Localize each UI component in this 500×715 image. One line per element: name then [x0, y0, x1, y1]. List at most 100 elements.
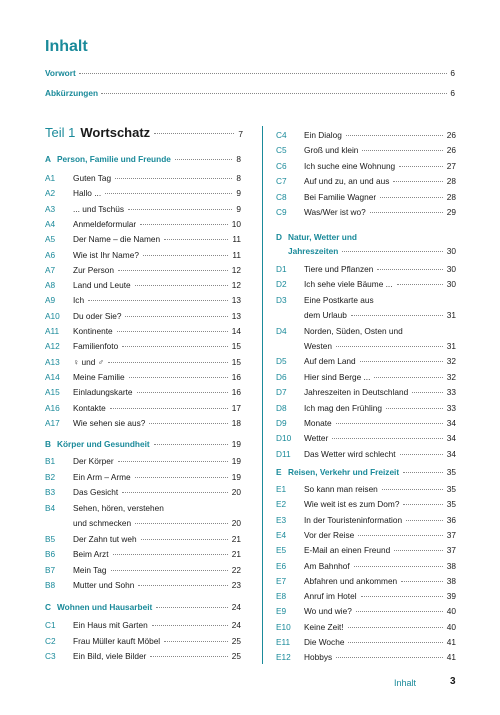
entry-title: Hallo ... [73, 188, 102, 199]
toc-entry[interactable]: D1 Tiere und Pflanzen 30 [276, 264, 456, 274]
entry-title: Der Zahn tut weh [73, 533, 137, 544]
toc-entry[interactable]: E3 In der Touristeninformation 36 [276, 515, 456, 525]
leader-dots [128, 376, 228, 378]
toc-entry[interactable]: A8 Land und Leute 12 [45, 280, 241, 290]
section-name: Wohnen und Hausarbeit [57, 602, 153, 612]
leader-dots [374, 376, 443, 378]
entry-page: 37 [446, 545, 456, 556]
toc-entry[interactable]: A1 Guten Tag 8 [45, 173, 241, 183]
leader-dots [150, 656, 228, 657]
toc-entry[interactable]: D3 Eine Postkarte aus [276, 295, 456, 305]
entry-title: Wie weit ist es zum Dom? [304, 499, 400, 510]
leader-dots [393, 181, 443, 183]
leader-dots [140, 538, 228, 540]
toc-entry[interactable]: E7 Abfahren und ankommen 38 [276, 576, 456, 586]
toc-entry[interactable]: D4 Norden, Süden, Osten und [276, 326, 456, 336]
toc-entry[interactable]: und schmecken 20 [45, 518, 241, 528]
toc-entry[interactable]: A14 Meine Familie 16 [45, 372, 241, 382]
leader-dots [347, 626, 443, 628]
toc-entry[interactable]: A16 Kontakte 17 [45, 403, 241, 413]
toc-entry[interactable]: A11 Kontinente 14 [45, 326, 241, 336]
toc-entry[interactable]: C3 Ein Bild, viele Bilder 25 [45, 651, 241, 661]
toc-entry[interactable]: A2 Hallo ... 9 [45, 188, 241, 198]
toc-entry[interactable]: D6 Hier sind Berge ... 32 [276, 372, 456, 382]
toc-entry[interactable]: A10 Du oder Sie? 13 [45, 311, 241, 321]
toc-entry[interactable]: E11 Die Woche 41 [276, 637, 456, 647]
toc-entry[interactable]: B4 Sehen, hören, verstehen [45, 503, 241, 513]
leader-dots [355, 611, 443, 613]
section-heading-a[interactable]: A Person, Familie und Freunde 8 [45, 152, 241, 166]
toc-entry[interactable]: A13 ♀ und ♂ 15 [45, 357, 241, 367]
toc-entry[interactable]: A4 Anmeldeformular 10 [45, 219, 241, 229]
entry-code: E11 [276, 637, 291, 647]
part-heading[interactable]: Teil 1 Wortschatz 7 [45, 125, 243, 140]
entry-code: A8 [45, 280, 56, 291]
toc-entry[interactable]: D7 Jahreszeiten in Deutschland 33 [276, 387, 456, 397]
toc-entry[interactable]: B1 Der Körper 19 [45, 456, 241, 466]
entry-code: A3 [45, 203, 56, 214]
toc-entry[interactable]: C7 Auf und zu, an und aus 28 [276, 176, 456, 186]
toc-entry[interactable]: B8 Mutter und Sohn 23 [45, 580, 241, 590]
entry-title: Ich [73, 295, 85, 306]
toc-entry[interactable]: C4 Ein Dialog 26 [276, 130, 456, 140]
entry-title: So kann man reisen [304, 484, 378, 494]
entry-page: 25 [231, 651, 241, 661]
toc-entry[interactable]: B7 Mein Tag 22 [45, 565, 241, 575]
section-heading-b[interactable]: B Körper und Gesundheit 19 [45, 437, 241, 451]
toc-entry[interactable]: A17 Wie sehen sie aus? 18 [45, 418, 241, 428]
toc-entry[interactable]: C1 Ein Haus mit Garten 24 [45, 620, 241, 630]
toc-entry[interactable]: E12 Hobbys 41 [276, 652, 456, 662]
toc-entry[interactable]: B6 Beim Arzt 21 [45, 549, 241, 559]
entry-title: Hobbys [304, 652, 333, 663]
toc-entry[interactable]: C8 Bei Familie Wagner 28 [276, 192, 456, 202]
toc-entry[interactable]: E5 E-Mail an einen Freund 37 [276, 545, 456, 555]
toc-entry[interactable]: E10 Keine Zeit! 40 [276, 622, 456, 632]
toc-entry[interactable]: B3 Das Gesicht 20 [45, 487, 241, 497]
entry-page: 41 [446, 652, 456, 663]
toc-front-abkuerzungen[interactable]: Abkürzungen 6 [45, 88, 455, 98]
toc-entry[interactable]: Westen 31 [276, 341, 456, 351]
leader-dots [385, 407, 443, 409]
section-heading-c[interactable]: C Wohnen und Hausarbeit 24 [45, 600, 241, 614]
toc-entry[interactable]: D10 Wetter 34 [276, 433, 456, 443]
toc-entry[interactable]: B2 Ein Arm – Arme 19 [45, 472, 241, 482]
toc-entry[interactable]: D9 Monate 34 [276, 418, 456, 428]
section-heading-e[interactable]: E Reisen, Verkehr und Freizeit 35 [276, 465, 456, 479]
toc-entry[interactable]: D2 Ich sehe viele Bäume ... 30 [276, 279, 456, 289]
entry-title: Abfahren und ankommen [304, 575, 398, 586]
toc-entry[interactable]: E2 Wie weit ist es zum Dom? 35 [276, 499, 456, 509]
toc-entry[interactable]: A7 Zur Person 12 [45, 265, 241, 275]
footer-page-number: 3 [450, 676, 456, 687]
toc-entry[interactable]: A6 Wie ist Ihr Name? 11 [45, 250, 241, 260]
toc-entry[interactable]: E1 So kann man reisen 35 [276, 484, 456, 494]
entry-page: 20 [231, 518, 241, 528]
toc-front-vorwort[interactable]: Vorwort 6 [45, 68, 455, 78]
toc-entry[interactable]: A9 Ich 13 [45, 295, 241, 305]
leader-dots [348, 642, 443, 643]
toc-entry[interactable]: E8 Anruf im Hotel 39 [276, 591, 456, 601]
toc-entry[interactable]: A5 Der Name – die Namen 11 [45, 234, 241, 244]
toc-entry[interactable]: D8 Ich mag den Frühling 33 [276, 403, 456, 413]
leader-dots [394, 550, 443, 552]
leader-dots [369, 212, 443, 213]
toc-entry[interactable]: A12 Familienfoto 15 [45, 341, 241, 351]
toc-entry[interactable]: A3 ... und Tschüs 9 [45, 204, 241, 214]
toc-entry[interactable]: C6 Ich suche eine Wohnung 27 [276, 161, 456, 171]
section-heading-d[interactable]: D Natur, Wetter und Jahreszeiten 30 [276, 230, 456, 258]
toc-entry[interactable]: C2 Frau Müller kauft Möbel 25 [45, 636, 241, 646]
leader-dots [350, 315, 443, 317]
toc-entry[interactable]: A15 Einladungskarte 16 [45, 387, 241, 397]
entry-page: 36 [446, 514, 456, 525]
toc-entry[interactable]: C5 Groß und klein 26 [276, 145, 456, 155]
toc-entry[interactable]: B5 Der Zahn tut weh 21 [45, 534, 241, 544]
section-letter: B [45, 439, 51, 449]
toc-entry[interactable]: E6 Am Bahnhof 38 [276, 561, 456, 571]
entry-code: B4 [45, 502, 56, 513]
toc-entry[interactable]: E9 Wo und wie? 40 [276, 606, 456, 616]
toc-entry[interactable]: E4 Vor der Reise 37 [276, 530, 456, 540]
toc-entry[interactable]: D5 Auf dem Land 32 [276, 356, 456, 366]
toc-entry[interactable]: dem Urlaub 31 [276, 310, 456, 320]
toc-entry[interactable]: D11 Das Wetter wird schlecht 34 [276, 449, 456, 459]
entry-page: 34 [446, 418, 456, 428]
toc-entry[interactable]: C9 Was/Wer ist wo? 29 [276, 207, 456, 217]
